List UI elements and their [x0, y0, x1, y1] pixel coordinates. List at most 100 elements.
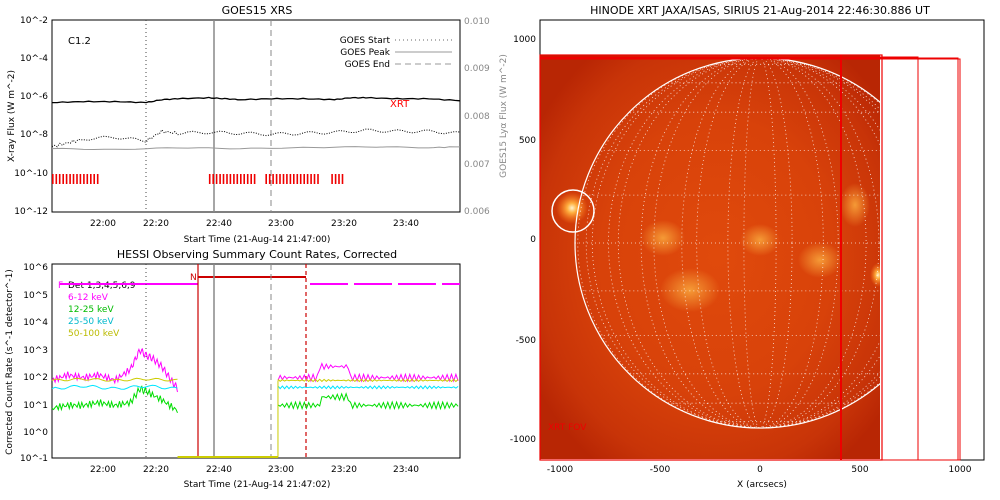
- xrt-ytick-0: 1000: [513, 35, 536, 45]
- xrt-coverage-tick: [265, 174, 267, 184]
- hessi-plot-frame: [51, 263, 461, 459]
- xrt-coverage-tick: [93, 174, 95, 184]
- goes-title: GOES15 XRS: [222, 4, 293, 17]
- xrt-coverage-tick: [212, 174, 214, 184]
- goes-series-1: [51, 128, 461, 148]
- goes-xtick-0: 22:00: [90, 219, 116, 229]
- hessi-xtick-2: 22:40: [206, 465, 232, 475]
- goes-y-axis-left: 10^-2 10^-4 10^-6 10^-8 10^-10 10^-12 X-…: [7, 16, 48, 217]
- goes-xtick-2: 22:40: [206, 219, 232, 229]
- xrt-ytick-4: -1000: [510, 435, 536, 445]
- limb-bright-region: [870, 263, 880, 287]
- xrt-coverage-tick: [286, 174, 288, 184]
- legend-goes-end: GOES End: [345, 60, 390, 70]
- goes-y2tick-4: 0.006: [464, 207, 490, 217]
- xrt-coverage-tick: [243, 174, 245, 184]
- xrt-coverage-tick: [86, 174, 89, 184]
- goes-ytick-0: 10^-2: [20, 16, 48, 26]
- hessi-x-axis: 22:00 22:20 22:40 23:00 23:20 23:40 Star…: [90, 465, 419, 490]
- xrt-coverage-tick: [222, 174, 225, 184]
- goes-series-0: [52, 96, 461, 104]
- goes-y2tick-2: 0.008: [464, 112, 490, 122]
- xrt-fov-boxes: XRT FOV: [539, 54, 961, 461]
- active-region-5: [740, 224, 780, 256]
- xrt-xtick-2: 0: [757, 465, 763, 475]
- xrt-coverage-tick: [62, 174, 64, 184]
- xrt-coverage-tick: [236, 174, 239, 184]
- xrt-coverage-tick: [303, 174, 305, 184]
- xrt-coverage-tick: [52, 174, 54, 184]
- hessi-ytick-6: 10^0: [23, 428, 48, 438]
- xrt-image: [540, 55, 880, 459]
- xrt-xtick-0: -1000: [547, 465, 573, 475]
- flare-location-marker: [551, 189, 595, 233]
- xrt-coverage-tick: [310, 174, 312, 184]
- goes-y2tick-3: 0.007: [464, 160, 490, 170]
- goes-ytick-4: 10^-10: [14, 169, 48, 179]
- xrt-coverage-tick: [240, 174, 242, 184]
- xrt-coverage-tick: [268, 174, 271, 184]
- hessi-legend-6-12: 6-12 keV: [68, 293, 109, 303]
- hessi-xtick-1: 22:20: [143, 465, 169, 475]
- xrt-xlabel: X (arcsecs): [737, 480, 787, 490]
- goes-ytick-2: 10^-6: [20, 92, 48, 102]
- xrt-coverage-tick: [79, 174, 82, 184]
- hessi-series-3: [51, 377, 178, 382]
- hessi-ytick-0: 10^6: [23, 263, 48, 273]
- xrt-coverage-tick: [58, 174, 61, 184]
- goes-xtick-3: 23:00: [268, 219, 294, 229]
- hessi-ytick-2: 10^4: [23, 318, 48, 328]
- xrt-coverage-tick: [299, 174, 302, 184]
- goes-plot-frame: [51, 19, 461, 213]
- xrt-coverage-tick: [282, 174, 285, 184]
- hessi-legend: F Det 1,3,4,5,6,9 6-12 keV 12-25 keV 25-…: [58, 273, 197, 339]
- xrt-coverage-tick: [275, 174, 278, 184]
- xrt-coverage-tick: [219, 174, 221, 184]
- hessi-series-group: [51, 348, 459, 458]
- hessi-flag-n: N: [190, 273, 197, 283]
- goes-xlabel: Start Time (21-Aug-14 21:47:00): [184, 235, 331, 245]
- goes-y2tick-0: 0.010: [464, 17, 490, 27]
- hessi-series-0-post: [277, 362, 459, 383]
- legend-goes-peak: GOES Peak: [340, 48, 390, 58]
- goes-xtick-5: 23:40: [393, 219, 419, 229]
- xrt-fov-label: XRT FOV: [548, 423, 587, 433]
- xrt-ytick-1: 500: [519, 136, 536, 146]
- goes-ytick-3: 10^-8: [20, 130, 48, 140]
- xrt-coverage-tick: [215, 174, 218, 184]
- goes-legend: GOES Start GOES Peak GOES End: [340, 36, 452, 70]
- hessi-series-3-post: [277, 378, 459, 383]
- xrt-coverage-tick: [65, 174, 68, 184]
- hessi-ytick-7: 10^-1: [20, 454, 48, 464]
- goes-series-group: [51, 96, 461, 151]
- hessi-panel: HESSI Observing Summary Count Rates, Cor…: [5, 248, 461, 490]
- hessi-y-axis: 10^6 10^5 10^4 10^3 10^2 10^1 10^0 10^-1…: [5, 263, 48, 464]
- xrt-coverage-tick: [306, 174, 309, 184]
- hessi-legend-det: Det 1,3,4,5,6,9: [68, 281, 136, 291]
- goes-y2label: GOES15 Lyα Flux (W m^-2): [499, 54, 509, 178]
- active-region-1: [641, 220, 685, 256]
- xrt-coverage-tick: [69, 174, 71, 184]
- hessi-xtick-4: 23:20: [331, 465, 357, 475]
- hessi-legend-25-50: 25-50 keV: [68, 317, 114, 327]
- hessi-series-0: [51, 348, 178, 393]
- hessi-xtick-0: 22:00: [90, 465, 116, 475]
- xrt-coverage-tick: [272, 174, 274, 184]
- grid-meridian: [681, 57, 839, 429]
- active-region-4: [798, 242, 842, 278]
- hessi-ylabel: Corrected Count Rate (s^-1 detector^-1): [5, 269, 15, 455]
- xrt-coverage-tick: [250, 174, 252, 184]
- xrt-ytick-2: 0: [530, 235, 536, 245]
- xrt-coverage-tick: [293, 174, 295, 184]
- hessi-ytick-3: 10^3: [23, 346, 48, 356]
- goes-series-2: [51, 146, 460, 151]
- active-region-2: [660, 268, 720, 312]
- xrt-coverage-tick: [83, 174, 85, 184]
- xrt-coverage-group: [52, 174, 344, 184]
- xrt-y-axis: 1000 500 0 -500 -1000: [510, 35, 536, 445]
- hessi-series-1: [51, 385, 178, 413]
- xrt-xtick-4: 1000: [949, 465, 972, 475]
- xrt-coverage-tick: [233, 174, 235, 184]
- xrt-coverage-tick: [289, 174, 292, 184]
